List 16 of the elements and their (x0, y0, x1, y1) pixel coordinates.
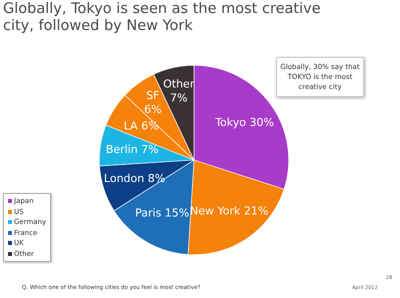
slice-label: LA (124, 119, 138, 132)
data-label: 6% (141, 119, 159, 132)
slice-label: Paris (135, 206, 162, 220)
data-label: 21% (244, 204, 268, 218)
slice-label: London (104, 172, 144, 186)
data-label: 7% (141, 143, 159, 156)
data-label: 7% (170, 91, 188, 104)
slice-label: SF (146, 89, 160, 102)
data-label: 15% (164, 206, 190, 220)
data-label: 6% (144, 103, 162, 116)
slice-label: Berlin (106, 143, 138, 156)
data-label: 8% (148, 172, 166, 186)
data-label: 30% (249, 116, 274, 130)
chart-title: Globally, Tokyo is seen as the most creative city, followed by New York (3, 1, 322, 35)
slice-label: New York (190, 204, 241, 218)
slice-label: Tokyo (214, 116, 246, 130)
